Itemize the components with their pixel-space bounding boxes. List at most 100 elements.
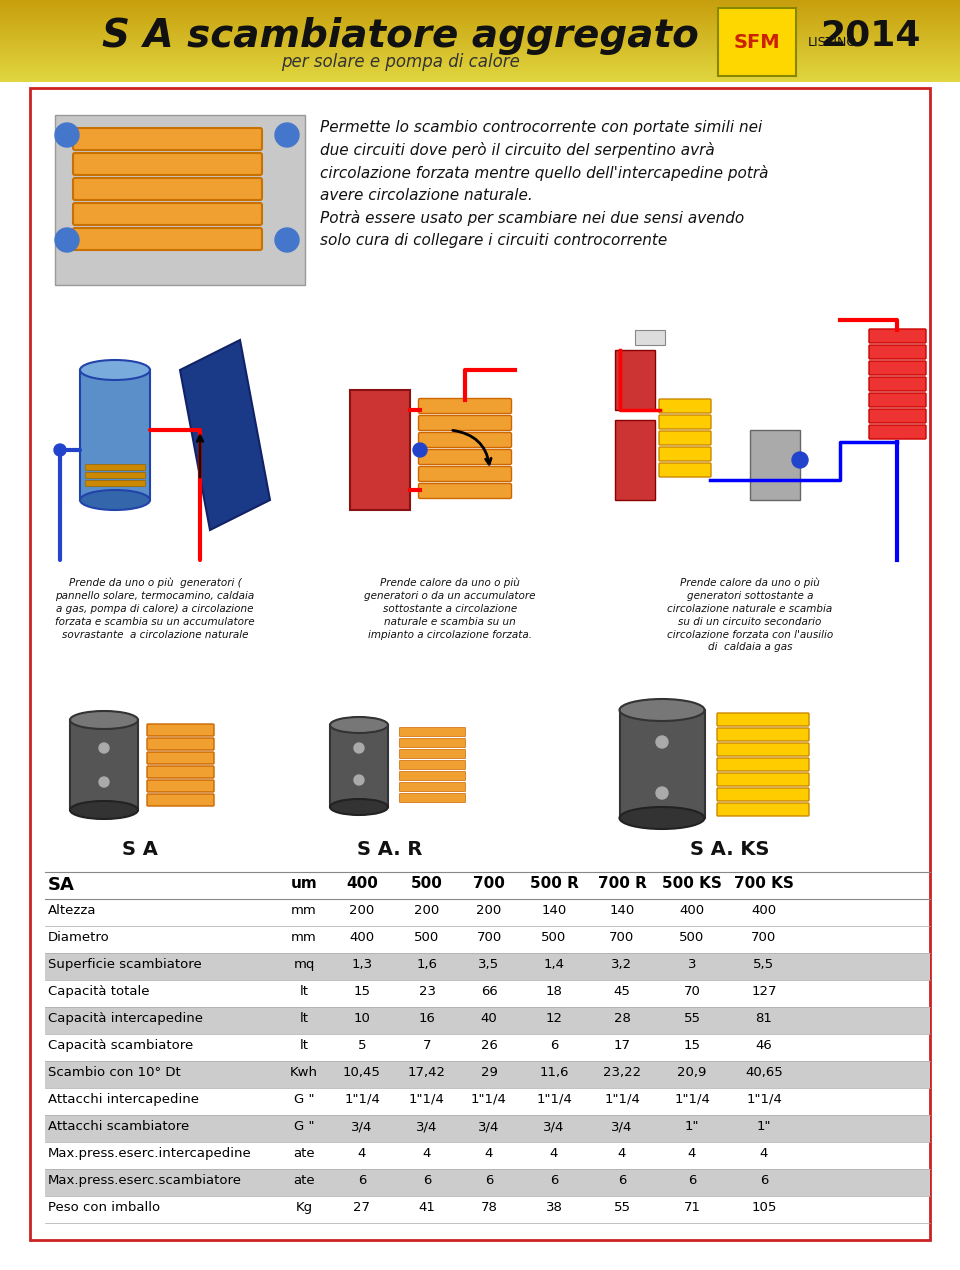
Text: 10: 10 [353, 1012, 371, 1025]
Text: per solare e pompa di calore: per solare e pompa di calore [280, 53, 519, 71]
Ellipse shape [619, 806, 705, 829]
Bar [45, 1168, 930, 1196]
Ellipse shape [619, 698, 705, 721]
FancyBboxPatch shape [147, 794, 214, 806]
FancyBboxPatch shape [147, 724, 214, 737]
Bar [85, 472, 145, 478]
Text: 400: 400 [349, 931, 374, 944]
FancyBboxPatch shape [147, 738, 214, 751]
Circle shape [792, 452, 808, 469]
FancyBboxPatch shape [73, 203, 262, 225]
Bar [718, 8, 796, 76]
Text: 3,5: 3,5 [478, 958, 499, 972]
Text: 3/4: 3/4 [612, 1120, 633, 1133]
Text: SA: SA [48, 876, 75, 894]
Circle shape [99, 777, 109, 787]
Text: 1"1/4: 1"1/4 [674, 1093, 710, 1106]
FancyBboxPatch shape [147, 752, 214, 765]
Text: 1"1/4: 1"1/4 [471, 1093, 507, 1106]
Text: Superficie scambiatore: Superficie scambiatore [48, 958, 202, 972]
Text: 6: 6 [358, 1173, 366, 1187]
Text: 28: 28 [613, 1012, 631, 1025]
Text: 4: 4 [687, 1147, 696, 1160]
Text: 15: 15 [353, 986, 371, 998]
Text: 6: 6 [550, 1173, 558, 1187]
Ellipse shape [80, 490, 150, 511]
Bar [615, 420, 655, 500]
Text: Capacità intercapedine: Capacità intercapedine [48, 1012, 203, 1025]
Text: Capacità totale: Capacità totale [48, 986, 150, 998]
Text: 1"1/4: 1"1/4 [746, 1093, 782, 1106]
Text: 26: 26 [481, 1039, 497, 1052]
FancyBboxPatch shape [419, 466, 512, 481]
Circle shape [354, 775, 364, 785]
FancyBboxPatch shape [399, 794, 466, 803]
Text: 1": 1" [684, 1120, 699, 1133]
Text: 700 KS: 700 KS [734, 876, 794, 892]
Text: 12: 12 [545, 1012, 563, 1025]
Text: Kg: Kg [296, 1201, 313, 1214]
Text: 500 KS: 500 KS [662, 876, 722, 892]
Text: 66: 66 [481, 986, 497, 998]
Text: 40,65: 40,65 [745, 1066, 782, 1080]
Circle shape [275, 229, 299, 251]
Bar [615, 351, 655, 410]
Circle shape [55, 123, 79, 147]
Text: SFM: SFM [733, 33, 780, 52]
FancyBboxPatch shape [147, 780, 214, 792]
Text: Capacità scambiatore: Capacità scambiatore [48, 1039, 193, 1052]
FancyBboxPatch shape [659, 447, 711, 461]
Text: Kwh: Kwh [290, 1066, 318, 1080]
Text: 4: 4 [358, 1147, 366, 1160]
Text: 500 R: 500 R [530, 876, 579, 892]
Text: 27: 27 [353, 1201, 371, 1214]
Text: 200: 200 [349, 904, 374, 917]
Bar [330, 725, 388, 806]
Text: Prende calore da uno o più
generatori sottostante a
circolazione naturale e scam: Prende calore da uno o più generatori so… [667, 578, 833, 653]
Text: 127: 127 [752, 986, 777, 998]
Text: 6: 6 [759, 1173, 768, 1187]
Text: 700: 700 [473, 876, 505, 892]
Polygon shape [180, 340, 270, 530]
Text: 17: 17 [613, 1039, 631, 1052]
FancyBboxPatch shape [73, 178, 262, 199]
Text: LISTINO: LISTINO [808, 36, 857, 48]
FancyBboxPatch shape [869, 345, 926, 359]
Circle shape [275, 123, 299, 147]
FancyBboxPatch shape [419, 450, 512, 465]
FancyBboxPatch shape [869, 409, 926, 423]
Text: 38: 38 [545, 1201, 563, 1214]
FancyBboxPatch shape [399, 761, 466, 770]
Text: 6: 6 [485, 1173, 493, 1187]
FancyBboxPatch shape [419, 433, 512, 447]
Text: 3,2: 3,2 [612, 958, 633, 972]
Text: 5,5: 5,5 [754, 958, 775, 972]
FancyBboxPatch shape [869, 329, 926, 343]
FancyBboxPatch shape [399, 728, 466, 737]
Bar [70, 720, 138, 810]
Bar [620, 710, 705, 818]
Text: 7: 7 [422, 1039, 431, 1052]
Text: 55: 55 [613, 1201, 631, 1214]
Bar [635, 330, 665, 345]
Text: 200: 200 [415, 904, 440, 917]
Text: 700: 700 [610, 931, 635, 944]
Text: Diametro: Diametro [48, 931, 109, 944]
Bar [80, 370, 150, 500]
Text: 81: 81 [756, 1012, 773, 1025]
Ellipse shape [330, 718, 388, 733]
Text: 500: 500 [541, 931, 566, 944]
Text: Max.press.eserc.intercapedine: Max.press.eserc.intercapedine [48, 1147, 252, 1160]
FancyBboxPatch shape [659, 415, 711, 429]
Text: mm: mm [291, 904, 317, 917]
FancyBboxPatch shape [73, 152, 262, 175]
Text: G ": G " [294, 1120, 314, 1133]
Text: 500: 500 [680, 931, 705, 944]
FancyBboxPatch shape [419, 399, 512, 414]
Text: 4: 4 [485, 1147, 493, 1160]
Bar [350, 390, 410, 511]
Text: 700 R: 700 R [597, 876, 646, 892]
Text: um: um [291, 876, 318, 892]
Text: 45: 45 [613, 986, 631, 998]
Text: Attacchi intercapedine: Attacchi intercapedine [48, 1093, 199, 1106]
